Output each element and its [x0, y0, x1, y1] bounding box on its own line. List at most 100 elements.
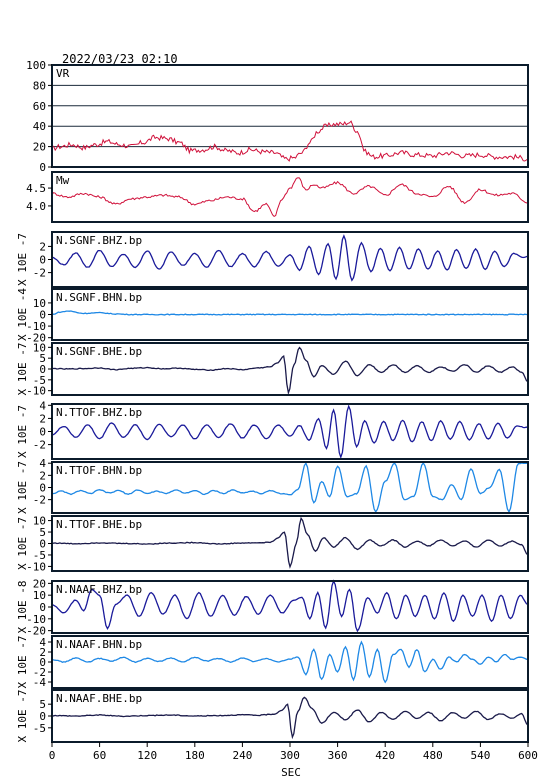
- figure-timestamp: 2022/03/23 02:10: [62, 52, 178, 66]
- y-tick-label: 4: [39, 457, 46, 470]
- y-tick-label: -5: [33, 374, 46, 387]
- y-tick-label: 0: [39, 363, 46, 376]
- x-tick-label: 360: [328, 749, 348, 762]
- y-tick-label: -2: [33, 439, 46, 452]
- y-tick-label: -5: [33, 549, 46, 562]
- x-tick-label: 240: [232, 749, 252, 762]
- y-axis-label: X 10E -7: [16, 517, 29, 570]
- y-axis-label: X 10E -7: [16, 690, 29, 743]
- y-tick-label: 10: [33, 341, 46, 354]
- y-axis-label: X 10E -7: [16, 405, 29, 458]
- panel-label: N.TTOF.BHE.bp: [56, 518, 142, 531]
- y-tick-label: -2: [33, 666, 46, 679]
- panel-label: N.NAAF.BHE.bp: [56, 692, 142, 705]
- trace-naaf_bhz: [51, 579, 529, 633]
- y-tick-label: 0: [39, 254, 46, 267]
- y-tick-label: 0: [39, 426, 46, 439]
- x-tick-label: 600: [518, 749, 538, 762]
- y-tick-label: -10: [26, 385, 46, 398]
- y-tick-label: -20: [26, 332, 46, 345]
- trace-sgnf_bhn: [51, 310, 528, 316]
- y-axis-label: X 10E -8: [16, 581, 29, 634]
- panel-frame: [51, 171, 529, 223]
- trace-sgnf_bhz: [51, 234, 529, 282]
- y-tick-label: -5: [33, 722, 46, 735]
- panel-frame: [51, 64, 529, 168]
- y-tick-label: 60: [33, 100, 46, 113]
- x-tick-label: 180: [185, 749, 205, 762]
- y-tick-label: 0: [39, 161, 46, 174]
- y-tick-label: -2: [33, 494, 46, 507]
- trace-vr: [51, 120, 529, 162]
- y-tick-label: 0: [39, 538, 46, 551]
- y-tick-label: 4: [39, 636, 46, 649]
- panel-label: N.SGNF.BHE.bp: [56, 345, 142, 358]
- x-tick-label: 120: [137, 749, 157, 762]
- x-tick-label: 420: [375, 749, 395, 762]
- x-tick-label: 60: [93, 749, 106, 762]
- trace-mw: [51, 177, 529, 218]
- y-tick-label: 4: [39, 399, 46, 412]
- panel-label: VR: [56, 67, 70, 80]
- y-tick-label: 0: [39, 309, 46, 322]
- trace-naaf_bhe: [51, 696, 529, 740]
- y-tick-label: 5: [39, 352, 46, 365]
- panel-sgnf_bhz: -202 N.SGNF.BHZ.bp X 10E -7: [16, 231, 529, 288]
- y-tick-label: 20: [33, 141, 46, 154]
- y-tick-label: 5: [39, 698, 46, 711]
- y-tick-label: 2: [39, 240, 46, 253]
- panel-label: N.NAAF.BHN.bp: [56, 638, 142, 651]
- y-tick-label: 2: [39, 646, 46, 659]
- y-tick-label: 10: [33, 589, 46, 602]
- trace-sgnf_bhe: [51, 346, 529, 396]
- x-axis: 0 60 120 180 240 300 360 420 480 540 600: [49, 742, 538, 762]
- trace-ttof_bhn: [51, 461, 529, 514]
- y-tick-label: 0: [39, 601, 46, 614]
- x-tick-label: 0: [49, 749, 56, 762]
- y-tick-label: -10: [26, 320, 46, 333]
- y-tick-label: -20: [26, 625, 46, 638]
- panel-label: N.SGNF.BHN.bp: [56, 291, 142, 304]
- y-axis-label: X 10E -7: [16, 233, 29, 286]
- panel-label: N.SGNF.BHZ.bp: [56, 234, 142, 247]
- panel-vr: 0 20 40 60 80 100 VR: [26, 59, 529, 174]
- y-tick-label: 0: [39, 482, 46, 495]
- y-tick-label: -10: [26, 613, 46, 626]
- panel-naaf_bhe: -505 N.NAAF.BHE.bp X 10E -7: [16, 689, 529, 743]
- x-tick-label: 480: [423, 749, 443, 762]
- y-tick-label: 100: [26, 59, 46, 72]
- y-tick-label: 0: [39, 710, 46, 723]
- panel-label: N.NAAF.BHZ.bp: [56, 583, 142, 596]
- y-tick-label: 4.5: [26, 182, 46, 195]
- y-axis-label: X 10E -7: [16, 343, 29, 396]
- y-tick-label: 40: [33, 120, 46, 133]
- trace-naaf_bhn: [52, 640, 529, 684]
- y-tick-label: 20: [33, 577, 46, 590]
- trace-ttof_bhz: [51, 404, 529, 460]
- y-axis-label: X 10E -7: [16, 636, 29, 689]
- y-tick-label: 2: [39, 412, 46, 425]
- y-tick-label: 5: [39, 526, 46, 539]
- y-tick-label: 2: [39, 469, 46, 482]
- panel-label: N.TTOF.BHN.bp: [56, 464, 142, 477]
- x-tick-label: 540: [470, 749, 490, 762]
- y-tick-label: 4.0: [26, 200, 46, 213]
- x-tick-label: 300: [280, 749, 300, 762]
- x-axis-label: SEC: [281, 766, 301, 779]
- y-tick-label: -2: [33, 267, 46, 280]
- y-axis-label: X 10E -7: [16, 461, 29, 514]
- panel-label: Mw: [56, 174, 70, 187]
- panel-label: N.TTOF.BHZ.bp: [56, 406, 142, 419]
- y-axis-label: X 10E -4: [16, 288, 29, 341]
- trace-ttof_bhe: [51, 516, 529, 569]
- y-tick-label: 80: [33, 79, 46, 92]
